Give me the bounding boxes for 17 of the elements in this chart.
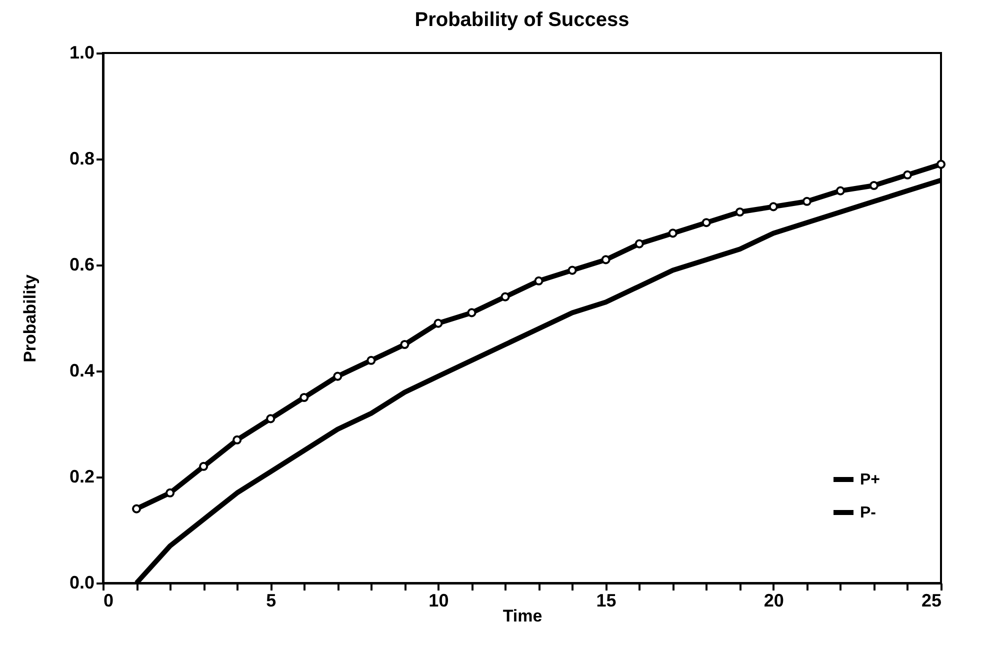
- chart-title: Probability of Success: [414, 9, 630, 31]
- y-tick-label: 1.0: [69, 42, 94, 62]
- y-tick-label: 0.2: [69, 466, 94, 486]
- x-tick-label: 20: [764, 590, 784, 610]
- x-tick-label: 0: [104, 590, 114, 610]
- y-tick-label: 0.8: [69, 148, 94, 168]
- x-tick-label: 10: [428, 590, 449, 610]
- legend-label: P+: [860, 472, 880, 488]
- x-tick-label: 5: [266, 590, 276, 610]
- x-tick-label: 15: [596, 590, 616, 610]
- legend-label: P-: [860, 504, 876, 522]
- x-tick-label: 25: [921, 590, 942, 610]
- y-tick-label: 0.4: [69, 360, 94, 380]
- y-axis-title: Probability: [20, 274, 40, 362]
- y-tick-label: 0.0: [69, 572, 94, 592]
- x-axis-title: Time: [502, 606, 542, 626]
- y-tick-label: 0.6: [69, 254, 94, 274]
